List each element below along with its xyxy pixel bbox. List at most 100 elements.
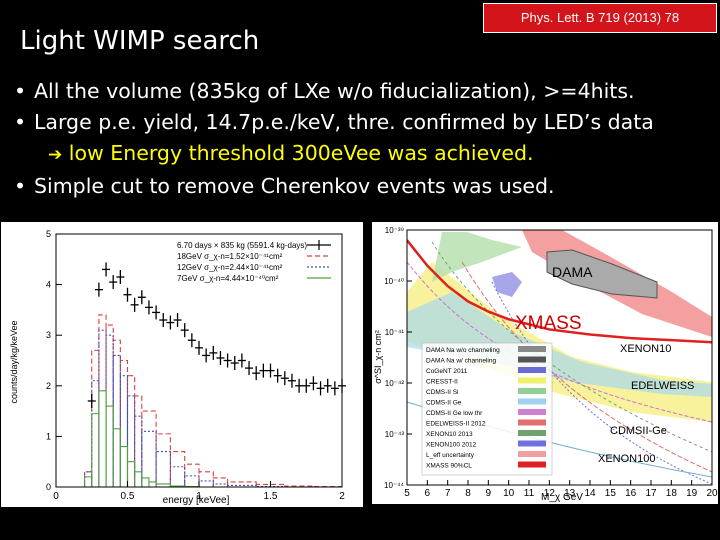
x-tick-label: 10: [503, 488, 515, 499]
data-point: [287, 373, 296, 388]
bullet-dot-icon: •: [14, 110, 27, 134]
legend-swatch: [518, 356, 546, 363]
data-point: [216, 350, 225, 365]
cdms-si-region: [432, 232, 522, 282]
data-point: [266, 363, 275, 378]
legend-entry-12gev: 12GeV σ_χ-n=2.44×10⁻⁴¹cm²: [177, 263, 283, 272]
chart-legend: DAMA Na w/o channeling DAMA Na w/ channel…: [421, 342, 553, 476]
data-point: [144, 300, 153, 315]
legend-entry: XENON100 2012: [426, 442, 477, 449]
legend-entry-data: 6.70 days × 835 kg (5591.4 kg-days): [177, 241, 307, 250]
legend-entry: CRESST-II: [426, 379, 458, 386]
legend-entry: CDMS-II Si: [426, 389, 459, 396]
x-tick-label: 15: [605, 488, 617, 499]
bullet-item-pe-yield: • Large p.e. yield, 14.7p.e./keV, thre. …: [14, 107, 720, 171]
x-tick-label: 0: [53, 491, 59, 502]
x-tick-label: 2: [339, 491, 345, 502]
annotation-xenon100: XENON100: [598, 453, 655, 465]
legend-swatch: [518, 377, 546, 384]
bullet-text-cherenkov: Simple cut to remove Cherenkov events wa…: [34, 174, 555, 198]
data-point: [302, 378, 311, 393]
y-tick-label: 4: [46, 280, 51, 290]
data-point: [130, 297, 139, 312]
data-point: [152, 305, 161, 320]
bullet-text-pe-yield: Large p.e. yield, 14.7p.e./keV, thre. co…: [34, 110, 654, 134]
data-point: [195, 340, 203, 355]
data-point: [94, 282, 103, 297]
arrow-right-icon: ➔: [48, 145, 63, 165]
y-tick-label: 0: [46, 482, 51, 492]
legend-swatch: [518, 430, 546, 436]
legend-swatch: [518, 451, 546, 457]
y-tick-label: 10⁻³⁹: [385, 226, 404, 235]
data-point: [230, 356, 239, 371]
xmass-limit-curve: [407, 239, 712, 344]
x-tick-label: 11: [524, 488, 535, 499]
y-axis-label: counts/day/kg/keVee: [9, 320, 19, 403]
bullet-subtext-threshold: ➔ low Energy threshold 300eVee was achie…: [34, 138, 720, 171]
x-tick-label: 13: [564, 488, 576, 499]
threshold-text: low Energy threshold 300eVee was achieve…: [68, 141, 534, 165]
data-point: [309, 376, 318, 391]
legend-swatch: [518, 367, 546, 373]
data-point: [323, 378, 332, 393]
legend-swatch: [518, 388, 546, 394]
x-tick-label: 18: [666, 488, 678, 499]
legend-swatch: [518, 419, 546, 426]
data-point: [273, 368, 282, 383]
x-tick-label: 6: [425, 488, 431, 499]
bullet-text-volume: All the volume (835kg of LXe w/o fiducia…: [34, 79, 635, 103]
annotation-xenon10: XENON10: [620, 343, 671, 355]
bullet-list: • All the volume (835kg of LXe w/o fiduc…: [14, 76, 720, 202]
x-tick-label: 20: [706, 488, 718, 499]
legend-entry: CDMS-II Ge: [426, 400, 462, 407]
data-point: [116, 270, 125, 285]
legend-swatch: [518, 398, 546, 405]
x-tick-label: 1: [196, 491, 202, 502]
x-tick-label: 12: [544, 488, 556, 499]
data-point: [259, 363, 268, 378]
bullet-dot-icon: •: [14, 79, 27, 103]
x-axis-label: M_χ GeV: [541, 492, 583, 503]
legend-swatch: [518, 409, 546, 415]
data-point: [137, 290, 146, 305]
y-tick-label: 10⁻⁴²: [385, 379, 405, 388]
x-tick-label: 1.5: [264, 491, 278, 502]
energy-spectrum-panel: 0 0.5 1 1.5 2 0 1 2 3 4 5 energy [keVee] counts/da…: [1, 222, 363, 507]
y-tick-label: 5: [46, 229, 51, 239]
data-point: [295, 378, 304, 393]
data-point: [102, 262, 111, 277]
y-axis-label: σ^SI_χ-n cm²: [373, 330, 383, 384]
x-tick-label: 7: [445, 488, 451, 499]
legend-entry-7gev: 7GeV σ_χ-n=4.44×10⁻⁴⁰cm²: [177, 274, 279, 283]
data-point: [245, 361, 254, 376]
xenon100-curve: [491, 281, 712, 485]
data-point: [173, 313, 182, 328]
cogent-region: [492, 272, 522, 297]
y-tick-label: 2: [46, 381, 51, 391]
annotation-dama: DAMA: [552, 264, 593, 280]
legend-entry-18gev: 18GeV σ_χ-n=1.52×10⁻⁴¹cm²: [177, 252, 283, 261]
data-point: [237, 353, 246, 368]
slide-title: Light WIMP search: [20, 26, 260, 56]
legend-entry: XENON10 2013: [426, 431, 473, 438]
x-tick-label: 17: [645, 488, 657, 499]
data-point: [187, 333, 196, 348]
bullet-dot-icon: •: [14, 174, 27, 198]
energy-spectrum-chart: 0 0.5 1 1.5 2 0 1 2 3 4 5 energy [keVee] counts/da…: [9, 229, 346, 506]
legend-swatch: [518, 461, 546, 468]
y-tick-label: 3: [46, 330, 51, 340]
data-point: [202, 348, 211, 363]
data-point: [316, 381, 325, 396]
bullet-item-volume: • All the volume (835kg of LXe w/o fiduc…: [14, 76, 720, 107]
y-tick-label: 10⁻⁴¹: [385, 328, 405, 337]
x-tick-label: 5: [404, 488, 410, 499]
reference-badge: Phys. Lett. B 719 (2013) 78: [483, 3, 717, 33]
x-tick-label: 0.5: [121, 491, 135, 502]
series-7gev-histogram: [77, 390, 342, 488]
y-tick-label: 10⁻⁴³: [385, 430, 405, 439]
x-axis-label: energy [keVee]: [163, 495, 230, 506]
legend-entry: DAMA Na w/o channeling: [426, 347, 500, 354]
data-point: [252, 366, 261, 381]
data-point: [330, 381, 339, 396]
